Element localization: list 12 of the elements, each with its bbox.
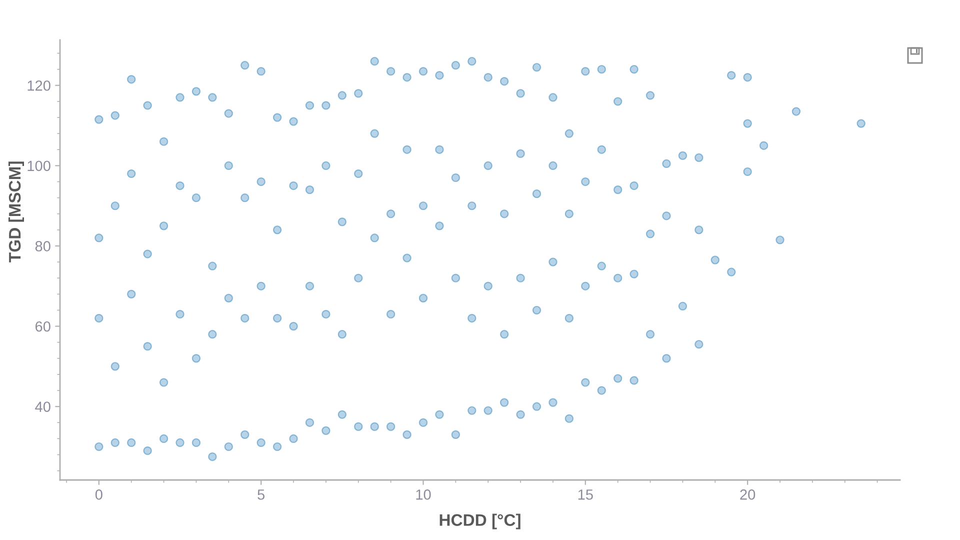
y-axis-title: TGD [MSCM] <box>8 162 24 262</box>
y-tick-label: 60 <box>35 321 50 332</box>
y-tick-label: 80 <box>35 241 50 252</box>
x-axis-title: HCDD [°C] <box>440 514 520 530</box>
x-tick-label: 20 <box>740 489 756 500</box>
x-tick-label: 15 <box>578 490 593 500</box>
x-tick-label: 5 <box>258 490 265 500</box>
x-tick-label: 10 <box>416 489 431 500</box>
y-tick-label: 100 <box>28 160 50 172</box>
y-tick-label: 120 <box>28 80 50 91</box>
x-tick-label: 0 <box>95 489 102 500</box>
y-tick-label: 40 <box>35 402 50 412</box>
